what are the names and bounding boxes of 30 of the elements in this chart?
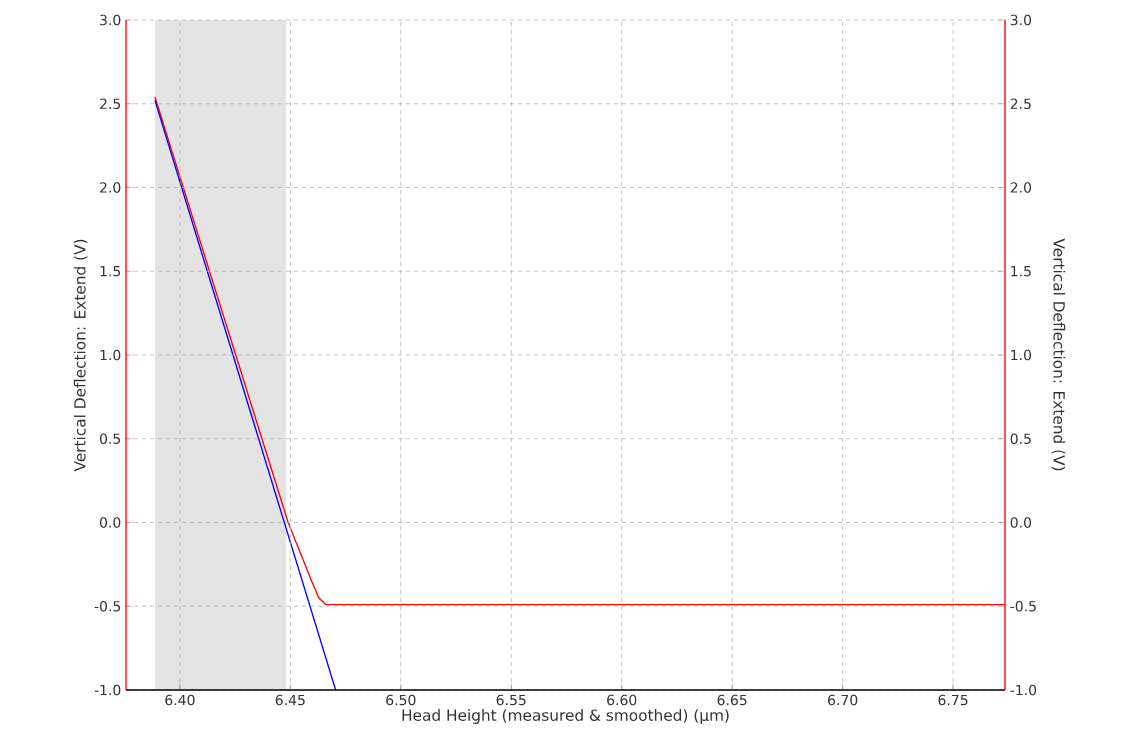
y2-tick-label: 2.0	[1010, 182, 1032, 193]
y2-axis-title: Vertical Deflection: Extend (V)	[1051, 238, 1066, 471]
y2-tick-label: 3.0	[1010, 14, 1032, 26]
y-tick-label: 1.5	[100, 266, 121, 277]
y-tick-label: 0.0	[99, 517, 121, 528]
y2-tick-label: 0.0	[1010, 517, 1032, 528]
y-tick-label: -0.5	[94, 600, 121, 612]
y2-tick-label: 1.5	[1011, 266, 1031, 277]
x-tick-label: 6.50	[386, 694, 416, 706]
x-axis-title: Head Height (measured & smoothed) (µm)	[402, 709, 729, 724]
y2-tick-label: 0.5	[1010, 433, 1031, 445]
y-tick-label: 3.0	[100, 14, 121, 26]
x-tick-label: 6.45	[275, 694, 305, 706]
x-tick-label: 6.60	[607, 694, 637, 706]
y-axis-title: Vertical Deflection: Extend (V)	[73, 239, 88, 472]
y-tick-label: -1.0	[94, 684, 121, 696]
y2-tick-label: 1.0	[1011, 349, 1032, 361]
y2-tick-label: -0.5	[1010, 600, 1036, 612]
x-tick-label: 6.55	[496, 694, 526, 706]
y-tick-label: 2.5	[100, 98, 121, 110]
y-tick-label: 2.0	[100, 182, 121, 193]
x-tick-label: 6.40	[165, 694, 195, 706]
y2-tick-label: -1.0	[1010, 684, 1037, 696]
x-tick-label: 6.70	[828, 694, 858, 706]
x-tick-label: 6.65	[717, 694, 747, 706]
x-tick-label: 6.75	[938, 694, 968, 706]
line-series	[154, 96, 1005, 606]
y-tick-label: 1.0	[100, 349, 121, 361]
y-tick-label: 0.5	[99, 433, 121, 445]
y2-tick-label: 2.5	[1010, 98, 1031, 110]
